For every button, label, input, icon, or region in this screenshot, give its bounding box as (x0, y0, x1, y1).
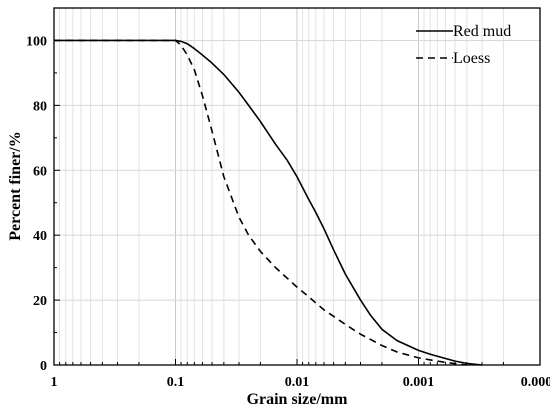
legend-label-red-mud: Red mud (453, 23, 511, 40)
tick-labels: 0 20 40 60 80 100 1 0.1 0.01 0.001 0.0001 (26, 34, 550, 390)
legend-label-loess: Loess (453, 50, 490, 67)
x-axis-title: Grain size/mm (247, 391, 349, 408)
y-tick-label: 20 (33, 294, 47, 309)
y-tick-label: 40 (33, 229, 47, 244)
x-tick-label: 0.0001 (521, 375, 550, 390)
x-tick-label: 0.001 (403, 375, 435, 390)
y-axis-title: Percent finer/% (7, 131, 24, 240)
x-tick-label: 0.01 (285, 375, 310, 390)
x-tick-label: 1 (51, 375, 58, 390)
series-line-loess (54, 39, 467, 366)
grid (54, 8, 540, 365)
x-tick-label: 0.1 (167, 375, 185, 390)
y-tick-label: 80 (33, 99, 47, 114)
series-lines (54, 39, 483, 366)
y-tick-label: 100 (26, 34, 47, 49)
y-tick-label: 0 (40, 359, 47, 374)
y-tick-label: 60 (33, 164, 47, 179)
axis-ticks (54, 39, 504, 366)
series-line-red-mud (54, 39, 483, 366)
legend: Red mud Loess (416, 23, 511, 67)
